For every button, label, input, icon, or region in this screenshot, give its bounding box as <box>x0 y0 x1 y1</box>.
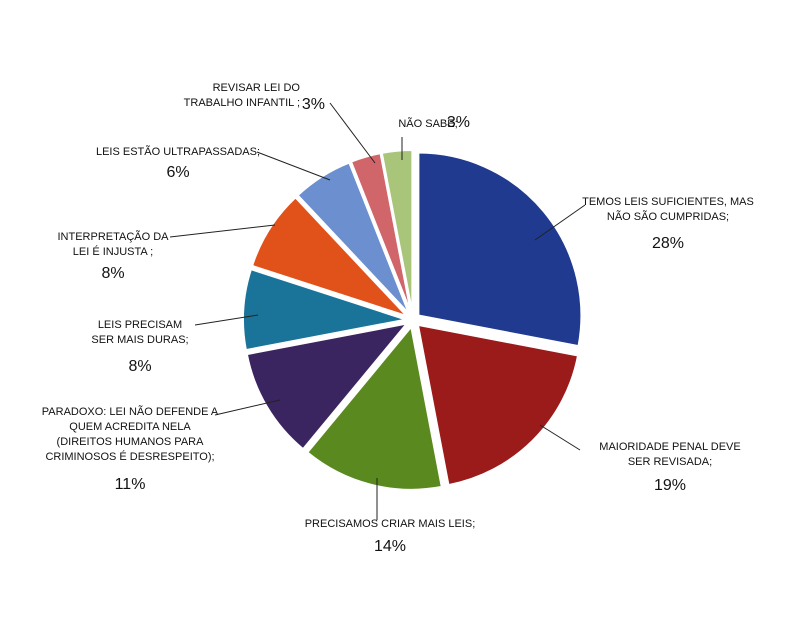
slice-label-2: PRECISAMOS CRIAR MAIS LEIS; <box>305 518 476 530</box>
slice-label-1: MAIORIDADE PENAL DEVE SER REVISADA; <box>599 441 740 468</box>
slice-label-0: TEMOS LEIS SUFICIENTES, MAS NÃO SÃO CUMPR… <box>582 196 754 223</box>
slice-value-2: 14% <box>374 538 406 555</box>
slice-label-5: INTERPRETAÇÃO DA LEI É INJUSTA ; <box>57 230 169 258</box>
leader-line-1 <box>539 424 581 451</box>
pie-slice-8 <box>380 149 414 314</box>
slice-value-5: 8% <box>101 265 124 282</box>
slice-value-4: 8% <box>128 358 151 375</box>
pie-slice-7 <box>349 151 413 314</box>
leader-line-0 <box>534 204 586 241</box>
leader-line-5 <box>169 224 276 238</box>
pie-slice-0 <box>417 151 583 348</box>
slice-label-8: NÃO SABE; <box>398 117 457 130</box>
slice-value-6: 6% <box>166 164 189 181</box>
slice-label-3: PARADOXO: LEI NÃO DEFENDE A QUEM ACREDITA… <box>42 405 219 463</box>
slice-value-7: 3% <box>302 96 325 113</box>
slice-value-0: 28% <box>652 235 684 252</box>
slice-label-7: REVISAR LEI DO TRABALHO INFANTIL ; <box>184 82 301 109</box>
leader-line-6 <box>256 151 331 181</box>
slice-labels: TEMOS LEIS SUFICIENTES, MAS NÃO SÃO CUMPR… <box>42 82 754 555</box>
leader-lines <box>169 102 586 520</box>
slice-label-4: LEIS PRECISAM SER MAIS DURAS; <box>91 319 188 346</box>
slice-value-1: 19% <box>654 477 686 494</box>
slice-label-6: LEIS ESTÃO ULTRAPASSADAS; <box>96 145 260 158</box>
pie-slices <box>242 149 583 491</box>
pie-slice-3 <box>245 322 410 451</box>
slice-value-3: 11% <box>115 476 146 493</box>
pie-slice-4 <box>242 267 407 352</box>
pie-slice-2 <box>305 324 443 491</box>
slice-value-8: 3% <box>447 114 470 131</box>
leader-line-7 <box>329 102 376 164</box>
leader-line-4 <box>194 314 259 326</box>
pie-slice-5 <box>250 196 408 318</box>
leader-line-3 <box>214 399 281 416</box>
pie-slice-1 <box>416 323 580 487</box>
